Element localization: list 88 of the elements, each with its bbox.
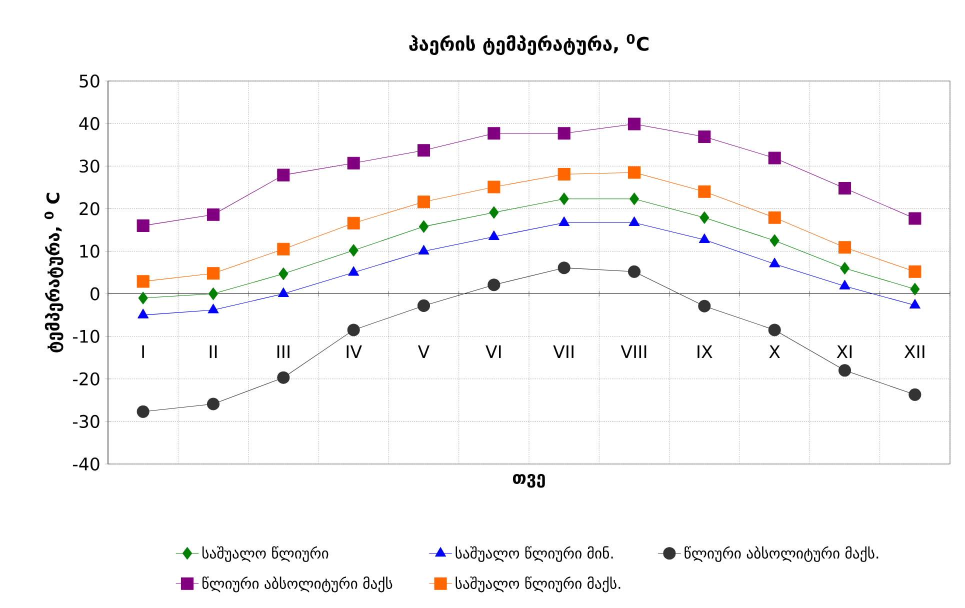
point [839,280,850,290]
point [206,398,220,410]
point [698,300,711,312]
point [489,206,499,219]
point [136,405,150,418]
y-tick-label: 0 [90,287,100,300]
point [278,268,288,280]
x-tick-label: X [769,345,780,358]
legend-label: საშუალო წლიური [202,546,328,562]
x-tick-label: XI [836,345,852,358]
point [417,196,430,208]
point [908,265,922,278]
x-tick-label: IV [346,345,362,358]
legend-label: წლიური აბსოლიტური მაქს [202,576,392,592]
y-tick-label: 10 [80,244,100,258]
point [417,144,430,157]
x-tick-label: VI [486,345,501,358]
y-tick-label: -10 [72,330,100,343]
point [138,292,148,304]
point [417,299,430,312]
point [838,182,852,195]
x-tick-label: I [142,345,144,358]
point [768,324,781,336]
point [488,230,500,240]
point [628,265,641,278]
point [488,127,500,140]
point [558,168,570,180]
point [559,192,569,206]
point [488,278,500,292]
point [629,192,640,206]
point [698,233,710,244]
y-tick-label: -30 [72,414,100,428]
y-tick-label: 20 [80,202,100,216]
point [277,371,290,384]
point [206,208,220,221]
point [628,166,641,179]
point [348,266,360,276]
x-tick-label: VIII [620,345,646,358]
point [698,130,711,144]
point [700,211,710,224]
chart-title: ჰაერის ტემპერატურა, $^{0}$C [409,34,648,55]
y-axis-title: ტემპერატურა, $^{0}$ C [44,192,64,352]
point [910,282,920,296]
point [840,262,850,275]
x-tick-label: V [418,345,430,358]
point [138,308,149,318]
point [558,262,570,274]
point [418,244,430,255]
x-tick-label: VII [553,345,574,358]
point [347,156,360,170]
point [838,364,852,377]
point [347,324,360,336]
point [206,267,220,280]
point [136,219,150,232]
point [208,288,218,300]
point [277,168,290,182]
point [698,185,711,198]
point [348,244,358,257]
point [768,211,781,224]
point [277,242,290,256]
x-tick-label: III [277,345,290,358]
x-axis-title: თვე [512,474,545,488]
legend-label: საშუალო წლიური მაქს. [456,576,620,592]
point [558,127,570,140]
point [418,220,429,233]
point [908,212,922,225]
y-tick-label: 30 [80,160,100,173]
point [347,216,360,230]
point [768,152,781,164]
x-tick-label: IX [698,345,712,358]
point [770,234,780,247]
y-tick-label: 40 [79,117,100,130]
legend-label: საშუალო წლიური მინ. [456,546,613,562]
x-tick-label: II [210,345,217,358]
point [208,304,219,314]
point [769,258,780,268]
y-tick-label: 50 [80,74,100,88]
point [278,288,289,298]
legend-label: წლიური აბსოლიტური მაქს. [684,546,878,562]
point [908,388,922,401]
point [136,275,150,288]
x-tick-label: XII [904,345,924,358]
y-tick-label: -20 [72,372,100,386]
point [628,118,641,130]
point [909,299,920,309]
point [838,241,852,254]
y-tick-label: -40 [72,457,100,471]
point [488,180,500,194]
